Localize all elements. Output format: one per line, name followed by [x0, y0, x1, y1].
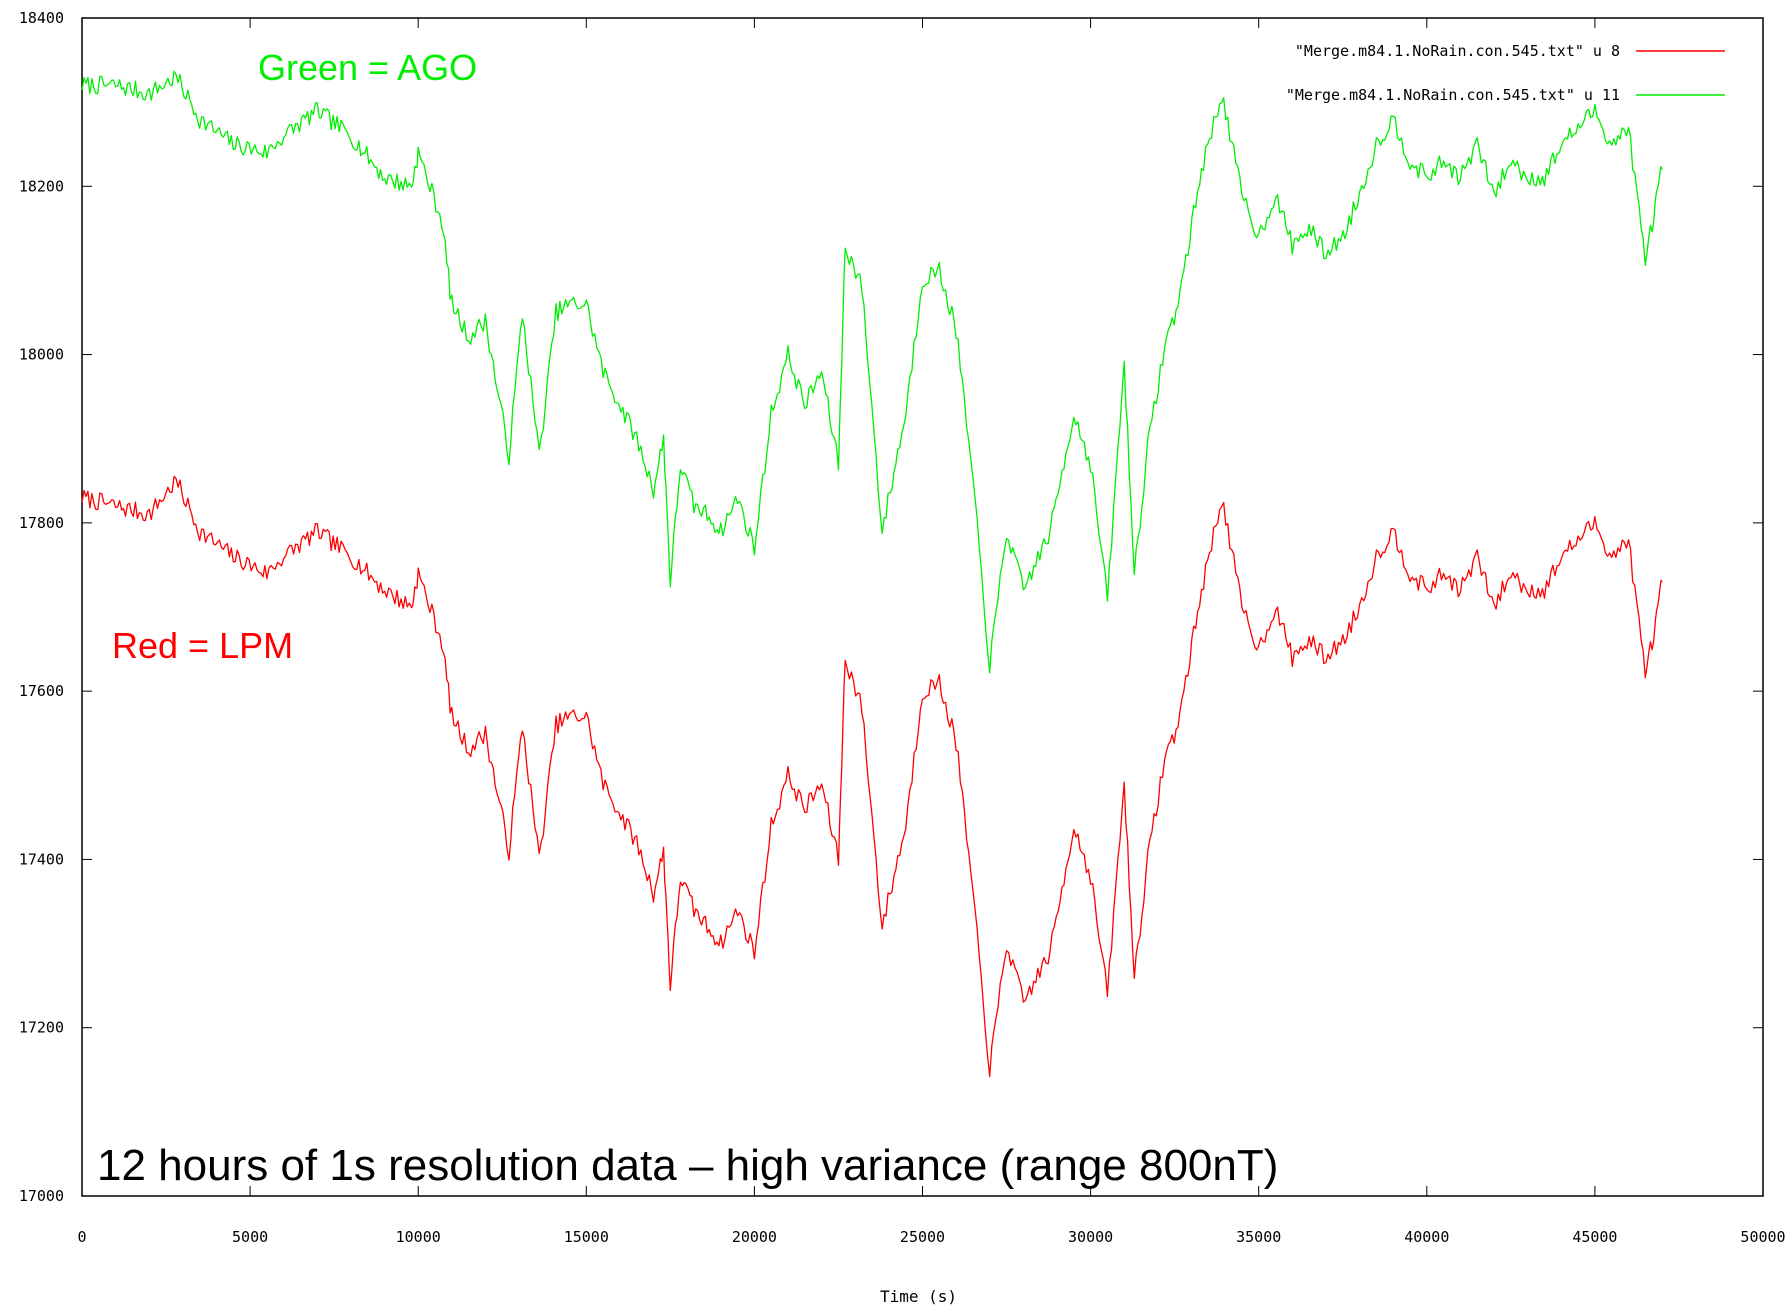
legend-entry-label: "Merge.m84.1.NoRain.con.545.txt" u 8 [1295, 42, 1620, 60]
x-tick-label: 10000 [396, 1228, 441, 1246]
x-tick-label: 20000 [732, 1228, 777, 1246]
y-tick-label: 18400 [19, 9, 64, 27]
x-tick-label: 35000 [1236, 1228, 1281, 1246]
x-tick-label: 25000 [900, 1228, 945, 1246]
y-tick-label: 18200 [19, 177, 64, 195]
y-tick-label: 17200 [19, 1019, 64, 1037]
series-layer [81, 70, 1663, 1078]
legend-entry-label: "Merge.m84.1.NoRain.con.545.txt" u 11 [1286, 86, 1620, 104]
y-tick-label: 18000 [19, 346, 64, 364]
y-tick-label: 17400 [19, 850, 64, 868]
x-tick-label: 50000 [1740, 1228, 1785, 1246]
x-tick-label: 5000 [232, 1228, 268, 1246]
x-axis-label: Time (s) [880, 1287, 957, 1306]
x-tick-label: 45000 [1572, 1228, 1617, 1246]
y-tick-label: 17600 [19, 682, 64, 700]
x-tick-label: 15000 [564, 1228, 609, 1246]
y-tick-label: 17800 [19, 514, 64, 532]
green-annotation: Green = AGO [258, 47, 477, 88]
caption: 12 hours of 1s resolution data – high va… [97, 1141, 1278, 1190]
legend: "Merge.m84.1.NoRain.con.545.txt" u 8 "Mer… [1286, 42, 1725, 104]
y-tick-label: 17000 [19, 1187, 64, 1205]
plot-frame [81, 17, 1764, 1197]
x-tick-label: 40000 [1404, 1228, 1449, 1246]
x-tick-label: 30000 [1068, 1228, 1113, 1246]
red-annotation: Red = LPM [112, 625, 293, 666]
series-line-1 [81, 70, 1663, 674]
x-tick-label: 0 [77, 1228, 86, 1246]
axis-ticks: 0 5000 10000 15000 20000 25000 30000 35000 40000… [19, 9, 1786, 1246]
series-line-0 [81, 475, 1663, 1078]
